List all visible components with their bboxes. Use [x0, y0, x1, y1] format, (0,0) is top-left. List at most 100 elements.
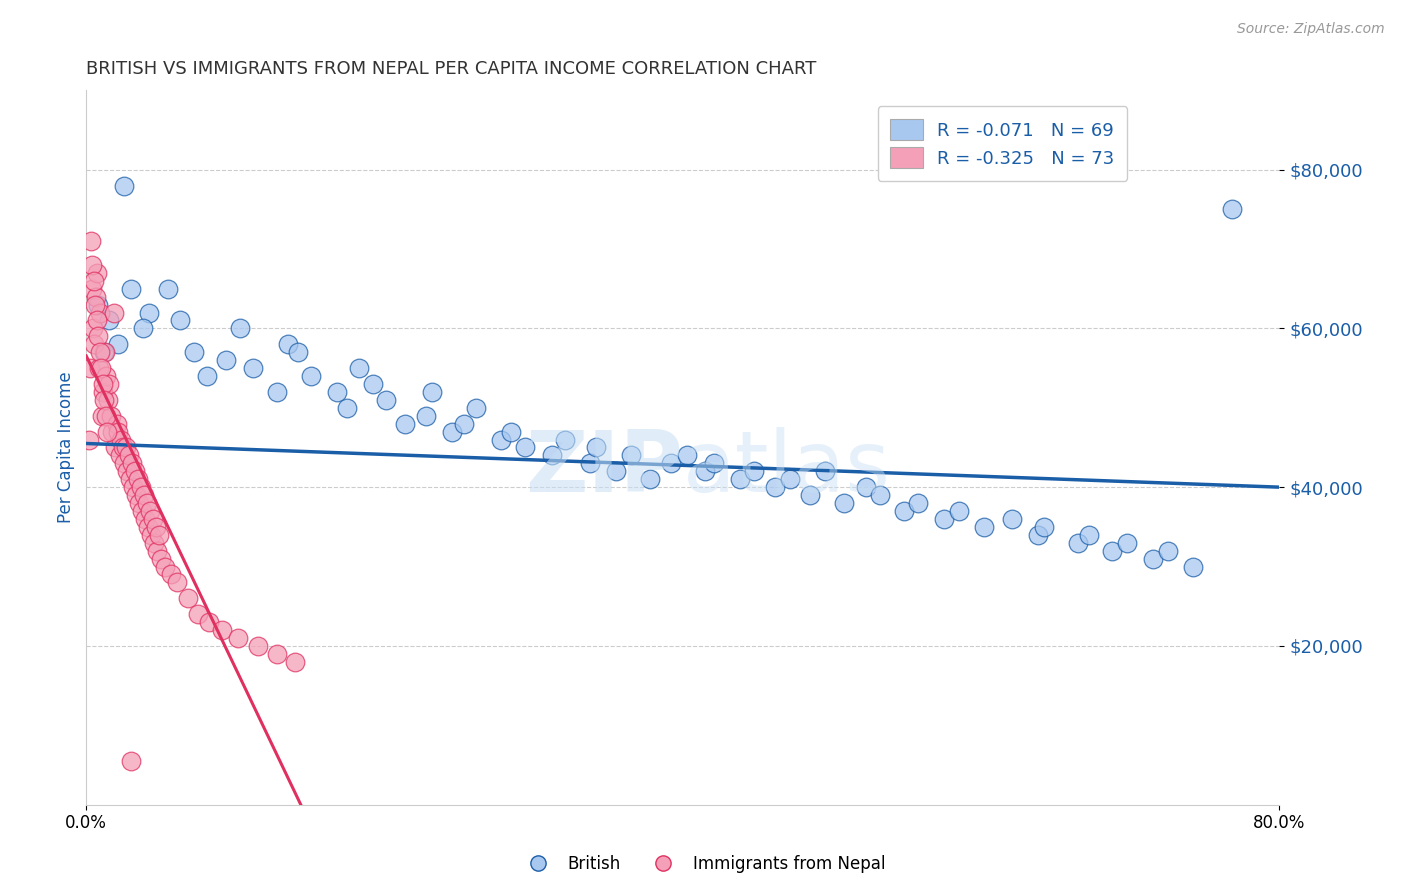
Point: [149, 551, 172, 566]
Text: ZIP: ZIP: [524, 427, 683, 510]
Point: [80, 234, 103, 248]
Point: [97, 313, 120, 327]
Point: [763, 480, 786, 494]
Point: [197, 615, 219, 629]
Point: [869, 488, 891, 502]
Point: [125, 488, 148, 502]
Point: [142, 512, 165, 526]
Point: [86, 313, 108, 327]
Point: [579, 456, 602, 470]
Point: [659, 456, 682, 470]
Point: [1101, 543, 1123, 558]
Point: [89, 345, 111, 359]
Point: [118, 449, 141, 463]
Point: [728, 472, 751, 486]
Point: [104, 441, 127, 455]
Point: [195, 369, 218, 384]
Point: [394, 417, 416, 431]
Point: [135, 496, 157, 510]
Point: [108, 449, 131, 463]
Point: [141, 528, 163, 542]
Point: [105, 417, 128, 431]
Point: [146, 543, 169, 558]
Point: [110, 433, 132, 447]
Point: [89, 305, 111, 319]
Point: [169, 313, 191, 327]
Point: [813, 464, 835, 478]
Point: [166, 575, 188, 590]
Point: [155, 559, 177, 574]
Point: [94, 409, 117, 423]
Point: [513, 441, 536, 455]
Point: [907, 496, 929, 510]
Point: [284, 655, 307, 669]
Point: [132, 488, 155, 502]
Point: [1156, 543, 1178, 558]
Point: [138, 305, 160, 319]
Point: [605, 464, 627, 478]
Point: [87, 329, 110, 343]
Point: [82, 321, 104, 335]
Point: [464, 401, 486, 415]
Point: [120, 282, 142, 296]
Point: [96, 425, 118, 439]
Point: [121, 456, 143, 470]
Point: [148, 528, 170, 542]
Point: [246, 639, 269, 653]
Point: [1067, 535, 1090, 549]
Point: [415, 409, 437, 423]
Point: [132, 321, 155, 335]
Point: [501, 425, 523, 439]
Point: [112, 456, 135, 470]
Point: [96, 369, 118, 384]
Point: [97, 392, 120, 407]
Point: [128, 496, 150, 510]
Point: [336, 401, 359, 415]
Point: [301, 369, 323, 384]
Point: [361, 376, 384, 391]
Point: [1032, 520, 1054, 534]
Point: [893, 504, 915, 518]
Point: [138, 504, 160, 518]
Point: [98, 376, 121, 391]
Text: Source: ZipAtlas.com: Source: ZipAtlas.com: [1237, 22, 1385, 37]
Point: [1001, 512, 1024, 526]
Point: [120, 472, 142, 486]
Point: [80, 282, 103, 296]
Point: [100, 409, 122, 423]
Point: [94, 345, 117, 359]
Point: [453, 417, 475, 431]
Point: [554, 433, 576, 447]
Point: [114, 441, 136, 455]
Text: atlas: atlas: [683, 427, 891, 510]
Point: [143, 535, 166, 549]
Point: [1116, 535, 1139, 549]
Point: [93, 384, 115, 399]
Point: [107, 425, 129, 439]
Point: [1026, 528, 1049, 542]
Point: [703, 456, 725, 470]
Point: [1077, 528, 1099, 542]
Point: [136, 520, 159, 534]
Point: [440, 425, 463, 439]
Point: [117, 464, 139, 478]
Point: [266, 384, 288, 399]
Point: [973, 520, 995, 534]
Point: [187, 607, 209, 622]
Point: [242, 361, 264, 376]
Point: [695, 464, 717, 478]
Point: [120, 754, 142, 768]
Point: [287, 345, 309, 359]
Point: [84, 290, 107, 304]
Point: [948, 504, 970, 518]
Point: [183, 345, 205, 359]
Point: [91, 376, 114, 391]
Point: [266, 647, 288, 661]
Point: [1181, 559, 1204, 574]
Point: [124, 464, 146, 478]
Point: [107, 337, 129, 351]
Point: [111, 441, 134, 455]
Point: [676, 449, 699, 463]
Y-axis label: Per Capita Income: Per Capita Income: [58, 372, 75, 524]
Point: [83, 274, 105, 288]
